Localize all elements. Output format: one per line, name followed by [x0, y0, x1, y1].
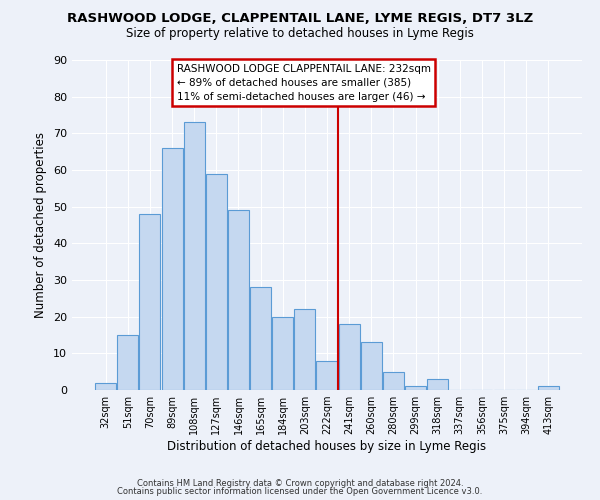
- Bar: [184, 122, 205, 390]
- Bar: [405, 386, 426, 390]
- X-axis label: Distribution of detached houses by size in Lyme Regis: Distribution of detached houses by size …: [167, 440, 487, 453]
- Bar: [161, 148, 182, 390]
- Bar: [427, 379, 448, 390]
- Bar: [228, 210, 249, 390]
- Bar: [206, 174, 227, 390]
- Bar: [139, 214, 160, 390]
- Bar: [272, 316, 293, 390]
- Bar: [538, 386, 559, 390]
- Text: Contains HM Land Registry data © Crown copyright and database right 2024.: Contains HM Land Registry data © Crown c…: [137, 478, 463, 488]
- Text: RASHWOOD LODGE CLAPPENTAIL LANE: 232sqm
← 89% of detached houses are smaller (38: RASHWOOD LODGE CLAPPENTAIL LANE: 232sqm …: [176, 64, 431, 102]
- Text: Size of property relative to detached houses in Lyme Regis: Size of property relative to detached ho…: [126, 28, 474, 40]
- Bar: [250, 288, 271, 390]
- Bar: [383, 372, 404, 390]
- Y-axis label: Number of detached properties: Number of detached properties: [34, 132, 47, 318]
- Bar: [95, 382, 116, 390]
- Bar: [118, 335, 139, 390]
- Bar: [361, 342, 382, 390]
- Bar: [295, 310, 316, 390]
- Bar: [316, 360, 338, 390]
- Bar: [338, 324, 359, 390]
- Text: RASHWOOD LODGE, CLAPPENTAIL LANE, LYME REGIS, DT7 3LZ: RASHWOOD LODGE, CLAPPENTAIL LANE, LYME R…: [67, 12, 533, 26]
- Text: Contains public sector information licensed under the Open Government Licence v3: Contains public sector information licen…: [118, 487, 482, 496]
